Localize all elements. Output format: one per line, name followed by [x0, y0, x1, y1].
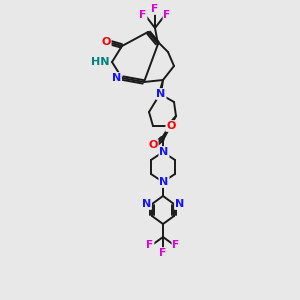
- Text: O: O: [148, 140, 158, 150]
- Text: N: N: [159, 147, 169, 157]
- Text: F: F: [140, 10, 147, 20]
- Text: N: N: [175, 199, 184, 209]
- Text: N: N: [156, 89, 166, 99]
- Text: F: F: [152, 4, 159, 14]
- Text: F: F: [159, 248, 167, 258]
- Polygon shape: [162, 116, 176, 139]
- Text: O: O: [101, 37, 111, 47]
- Text: N: N: [112, 73, 121, 83]
- Text: HN: HN: [92, 57, 110, 67]
- Text: F: F: [164, 10, 171, 20]
- Text: N: N: [142, 199, 151, 209]
- Text: N: N: [159, 177, 169, 187]
- Polygon shape: [159, 80, 163, 94]
- Text: F: F: [172, 240, 180, 250]
- Text: F: F: [146, 240, 154, 250]
- Text: O: O: [166, 121, 176, 131]
